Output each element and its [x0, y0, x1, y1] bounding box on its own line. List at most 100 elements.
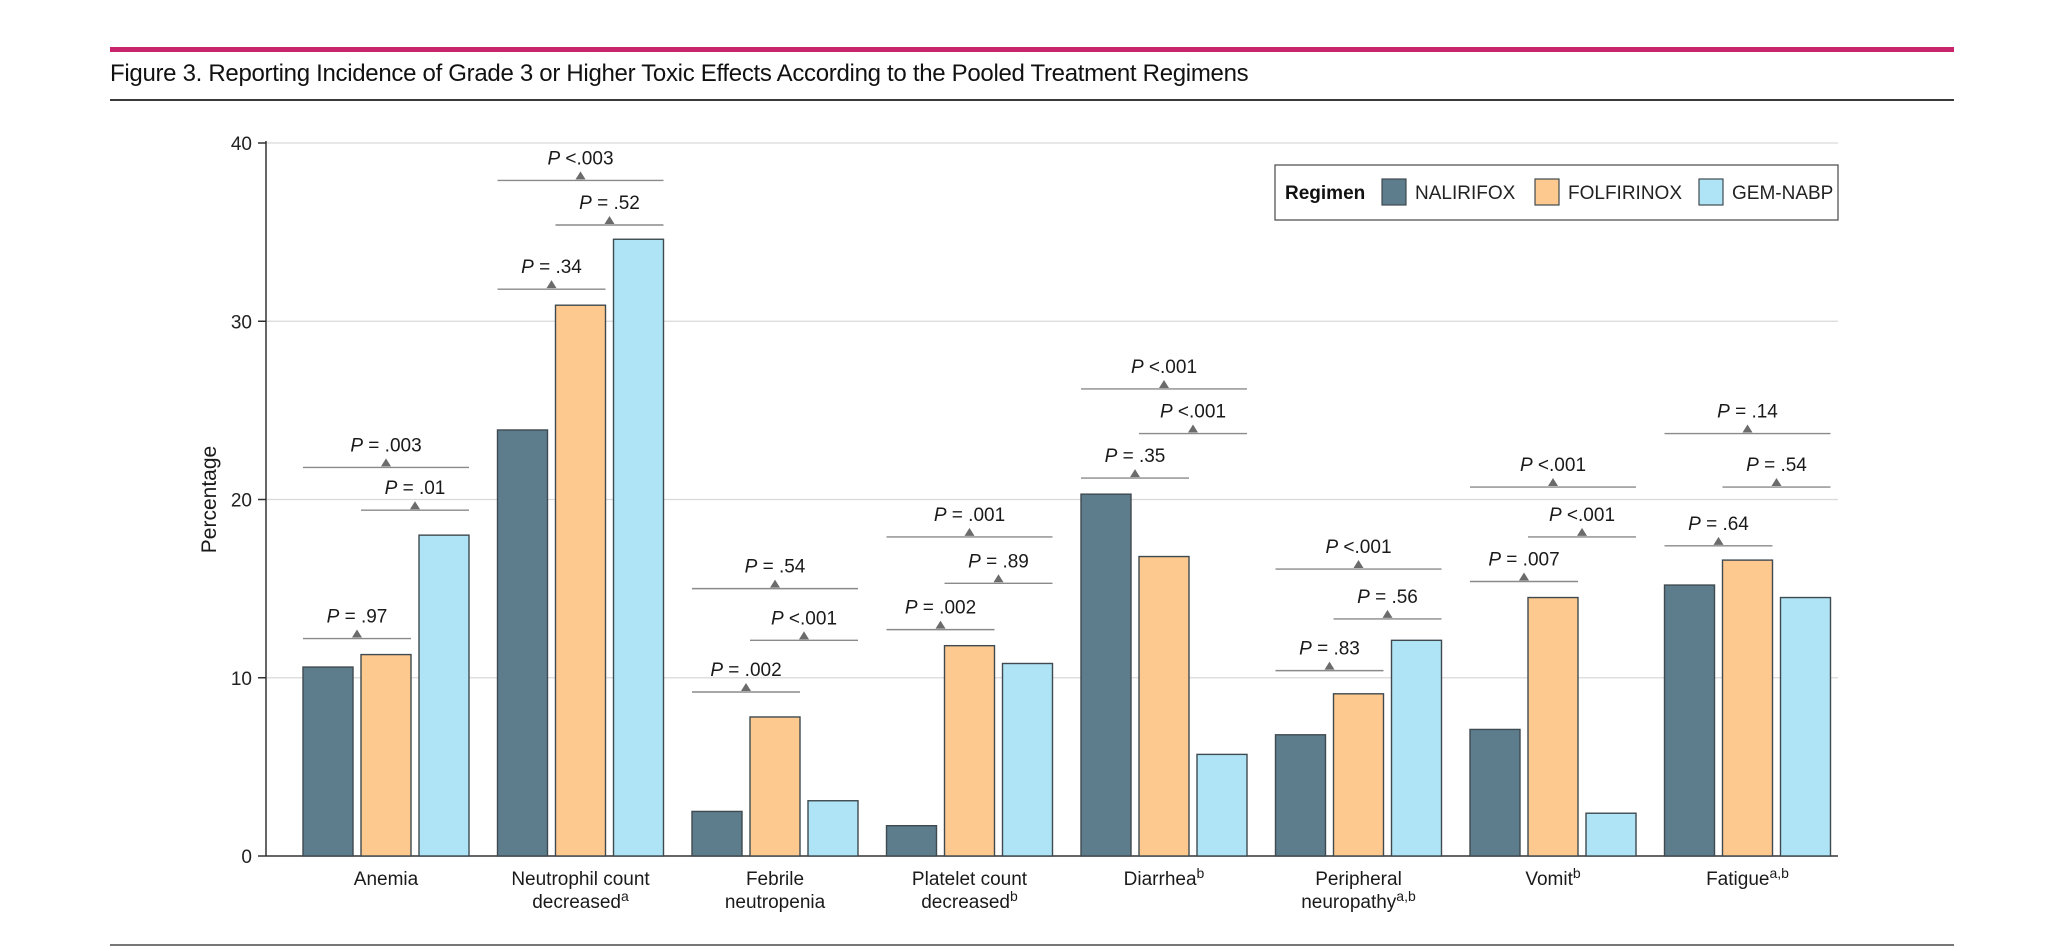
category-label: Vomitb [1525, 865, 1581, 890]
p-value-label: P = .97 [327, 607, 388, 628]
bar [1080, 493, 1132, 857]
category-label: Neutrophil count [511, 869, 650, 890]
legend-swatch [1381, 178, 1407, 206]
category-label: Fatiguea,b [1706, 865, 1789, 890]
figure-title: Figure 3. Reporting Incidence of Grade 3… [110, 60, 1249, 87]
bar [1663, 584, 1716, 857]
p-value-label: P <.001 [1520, 455, 1586, 476]
title-rule [110, 99, 1954, 101]
bracket-marker [1353, 560, 1364, 569]
bar [1274, 734, 1327, 857]
legend-entry: GEM-NABP [1732, 183, 1833, 204]
legend-title: Regimen [1285, 183, 1365, 204]
category-label: neutropenia [725, 892, 826, 913]
p-value-label: P <.003 [547, 148, 613, 169]
y-tick-label: 10 [231, 669, 252, 690]
bracket-marker [799, 631, 809, 640]
bracket-marker [352, 629, 362, 638]
p-value-label: P <.001 [1549, 505, 1615, 526]
y-axis-label: Percentage [198, 446, 221, 553]
bracket-marker [770, 579, 780, 588]
legend-swatch [1534, 178, 1560, 206]
bracket-marker [1548, 478, 1558, 487]
bar [885, 824, 938, 857]
bracket-layer: P = .97 P = .01 P = .003 P = .34 P = .52 P <.… [303, 148, 1831, 693]
p-value-label: P = .007 [1488, 549, 1559, 570]
bar [302, 666, 354, 857]
category-label: Febrile [746, 869, 804, 890]
legend-swatch [1698, 178, 1724, 206]
bar [943, 644, 996, 857]
bar [1390, 639, 1443, 857]
p-value-label: P = .54 [745, 557, 806, 578]
category-label: decreasedb [921, 888, 1018, 913]
p-value-label: P = .83 [1299, 639, 1360, 660]
category-label: Diarrheab [1124, 865, 1205, 890]
bracket-marker [1324, 661, 1335, 670]
p-value-label: P = .52 [579, 193, 640, 214]
bracket-marker [1188, 424, 1198, 433]
bracket-marker [1742, 424, 1753, 433]
bar [1001, 662, 1054, 857]
bar [554, 304, 607, 857]
bar [360, 653, 412, 857]
bar [1469, 728, 1521, 857]
bar [1527, 596, 1579, 857]
p-value-label: P = .01 [385, 478, 446, 499]
bracket-marker [575, 171, 586, 180]
bracket-marker [741, 683, 751, 692]
bracket-marker [1771, 478, 1782, 487]
bracket-marker [1159, 379, 1169, 388]
bracket-marker [1713, 536, 1724, 545]
legend-entry: NALIRIFOX [1415, 183, 1516, 204]
y-tick-label: 30 [231, 312, 252, 333]
bar [1196, 753, 1248, 857]
p-value-label: P = .003 [350, 435, 421, 456]
bar [1332, 693, 1385, 857]
category-label: Anemia [354, 869, 419, 890]
p-value-label: P = .35 [1105, 446, 1166, 467]
bracket-marker [604, 215, 615, 224]
bracket-marker [381, 458, 391, 467]
p-value-label: P = .001 [934, 505, 1005, 526]
legend: Regimen NALIRIFOX FOLFIRINOX GEM-NABP [1274, 164, 1839, 221]
bracket-marker [964, 527, 975, 536]
p-value-label: P = .34 [521, 257, 582, 278]
bracket-marker [1382, 609, 1393, 618]
y-tick-label: 20 [231, 491, 252, 512]
bar [1779, 596, 1832, 857]
category-label: decreaseda [532, 888, 629, 913]
label-layer: Anemia Neutrophil countdecreasedaFebrilen… [354, 865, 1789, 913]
category-label: neuropathya,b [1301, 888, 1416, 913]
p-value-label: P = .56 [1357, 587, 1418, 608]
p-value-label: P = .54 [1746, 455, 1807, 476]
bar [1585, 812, 1637, 857]
bar [496, 429, 549, 857]
bottom-rule [110, 944, 1954, 946]
bar [612, 238, 665, 857]
p-value-label: P = .14 [1717, 402, 1778, 423]
bracket-marker [410, 501, 420, 510]
bracket-marker [993, 574, 1004, 583]
y-tick-label: 40 [231, 134, 252, 155]
bracket-marker [546, 280, 557, 289]
bar [1721, 559, 1774, 857]
p-value-label: P = .002 [710, 660, 781, 681]
p-value-label: P <.001 [1160, 402, 1226, 423]
bar [807, 800, 859, 857]
category-label: Peripheral [1315, 869, 1402, 890]
bracket-marker [1130, 469, 1140, 478]
bar [1138, 555, 1190, 857]
p-value-label: P = .89 [968, 551, 1029, 572]
bar [749, 716, 801, 857]
bracket-marker [1577, 527, 1587, 536]
p-value-label: P = .64 [1688, 514, 1749, 535]
bracket-marker [1519, 572, 1529, 581]
bracket-marker [935, 620, 946, 629]
y-tick-label: 0 [241, 847, 252, 868]
p-value-label: P <.001 [1131, 357, 1197, 378]
legend-entry: FOLFIRINOX [1568, 183, 1682, 204]
p-value-label: P = .002 [905, 598, 976, 619]
bar [418, 534, 470, 857]
